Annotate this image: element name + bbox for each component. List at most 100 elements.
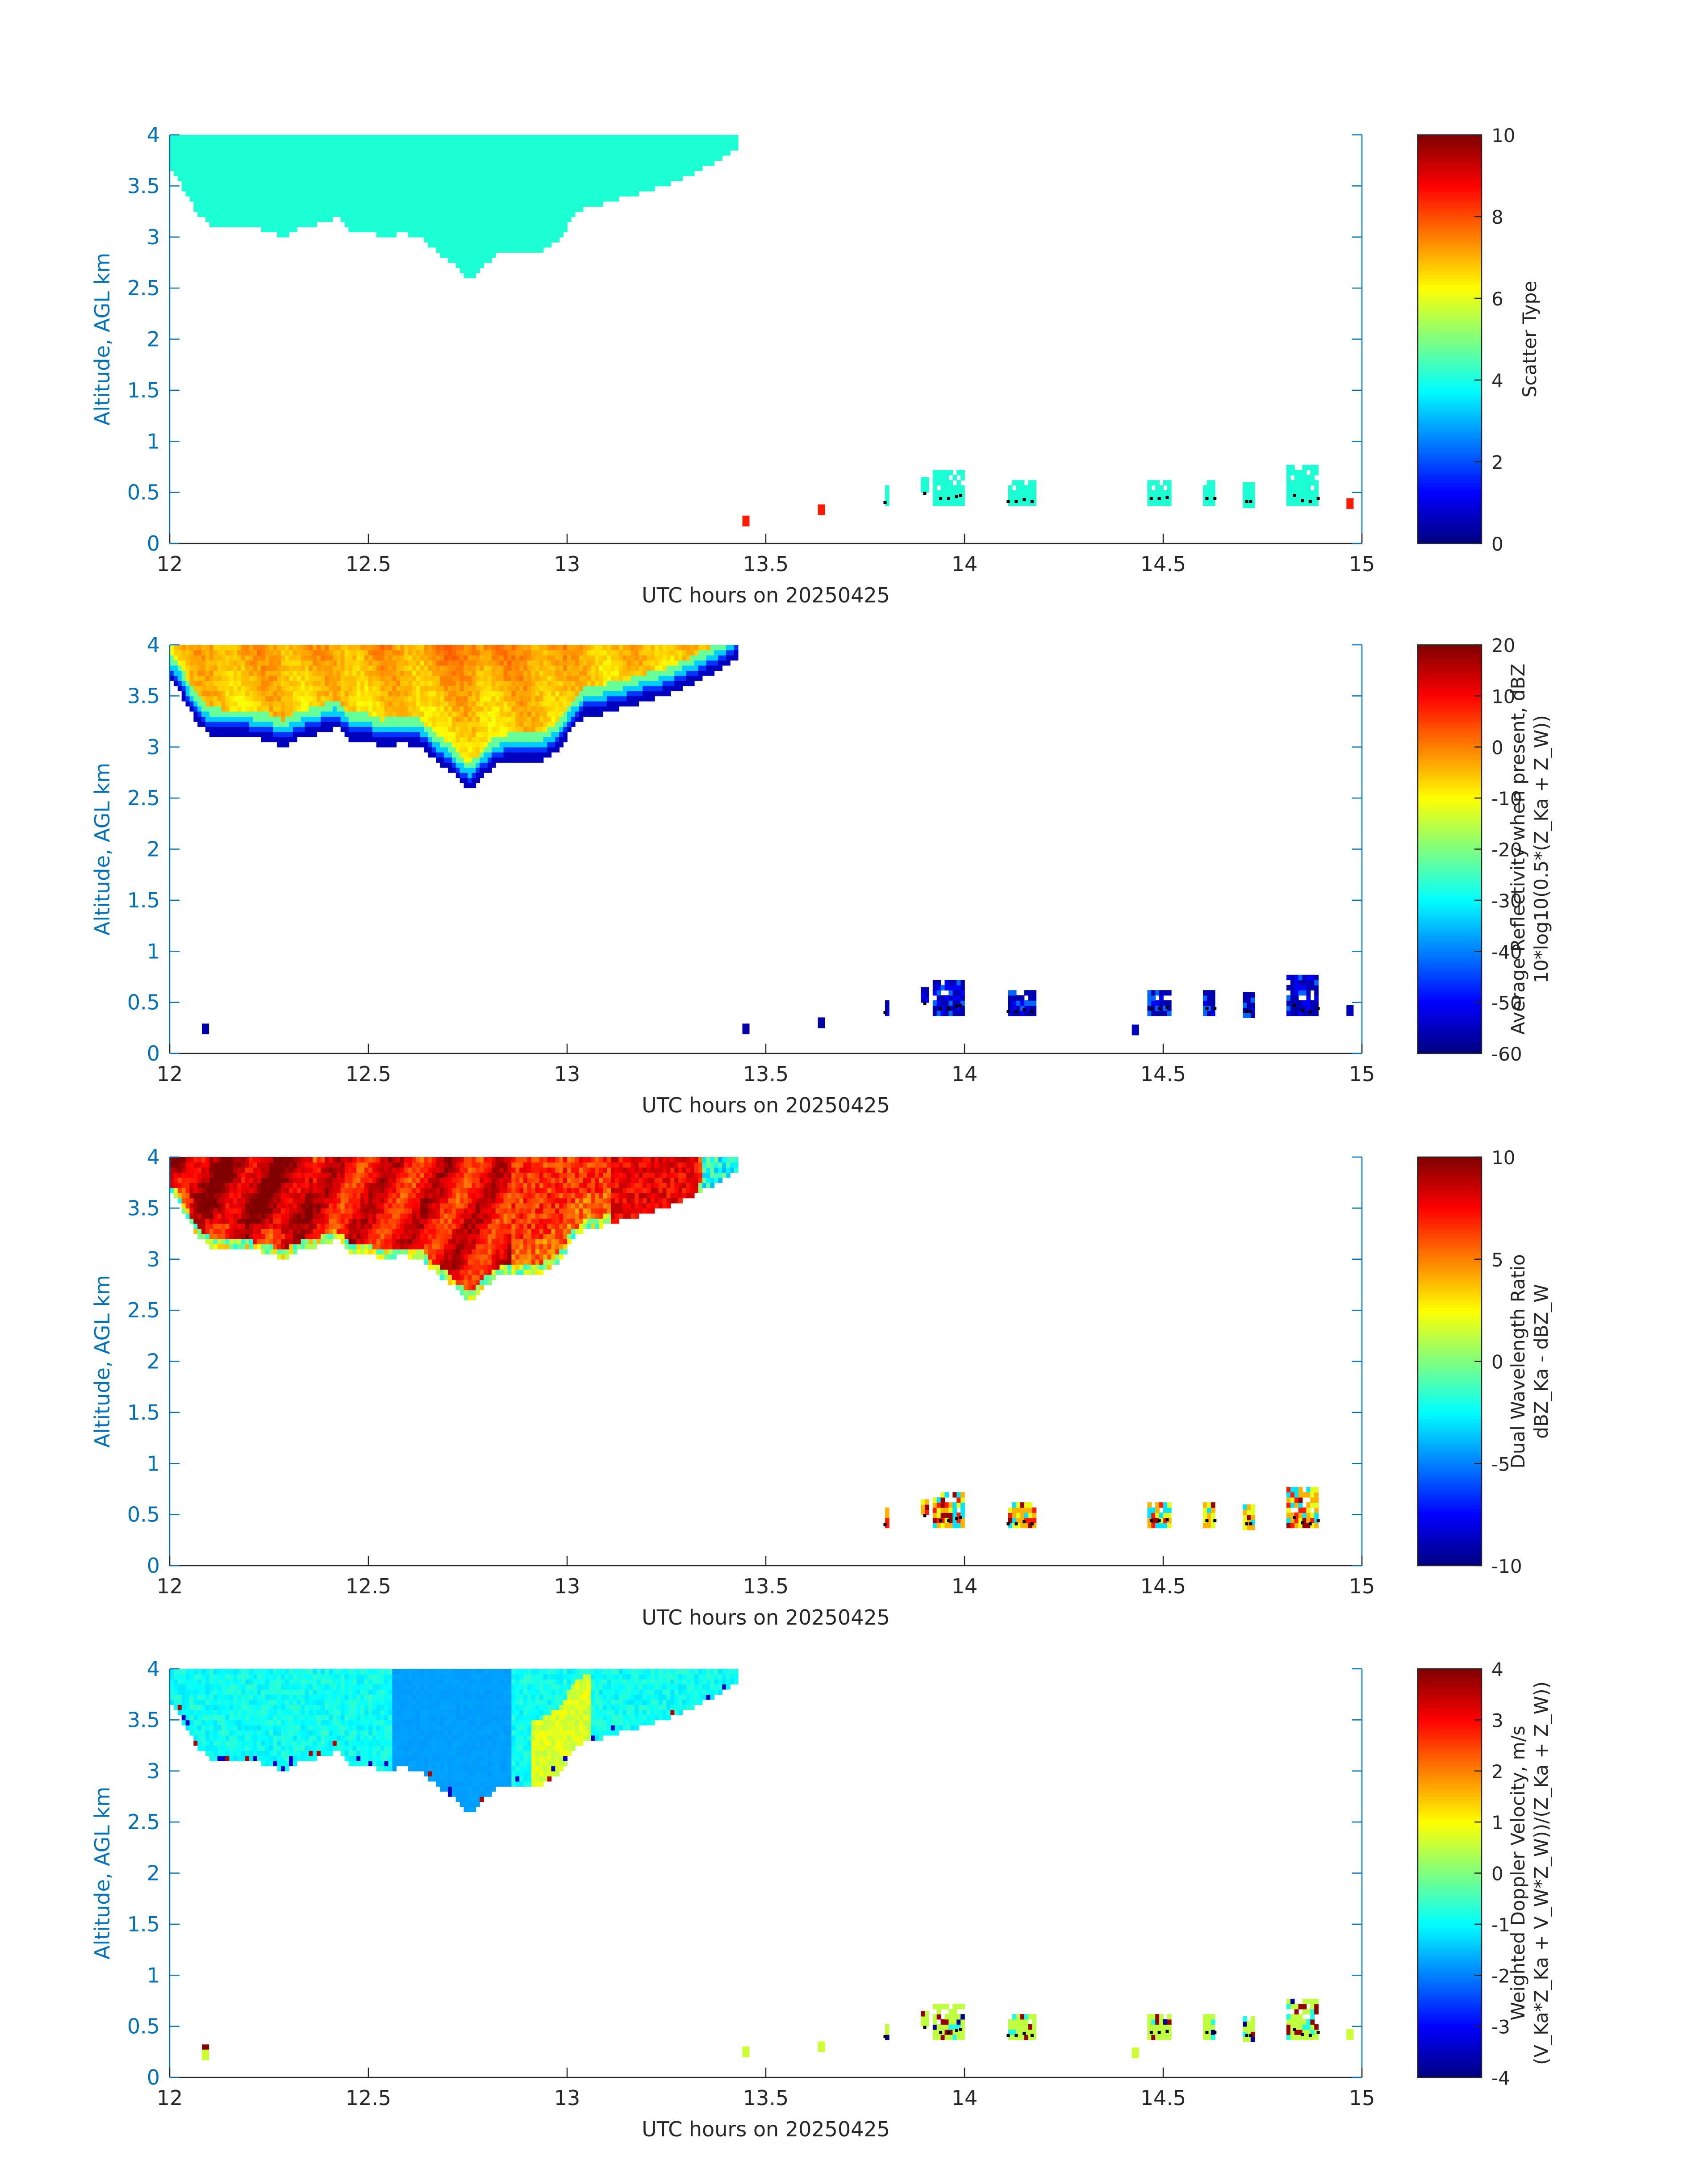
cloud-cell — [702, 155, 707, 161]
cloud-cell — [531, 165, 536, 171]
cloud-cell — [273, 150, 278, 156]
cloud-cell — [352, 140, 357, 146]
cloud-cell — [455, 165, 460, 171]
cloud-cell — [412, 655, 417, 661]
cloud-cell — [285, 171, 289, 176]
cloud-cell — [217, 201, 222, 207]
cloud-cell — [519, 186, 524, 192]
cloud-cell — [654, 140, 659, 146]
cloud-cell — [464, 782, 468, 789]
cloud-cell — [559, 716, 564, 722]
cloud-cell — [444, 762, 448, 768]
cloud-cell — [372, 721, 377, 727]
cloud-cell — [416, 217, 421, 222]
cloud-cell — [332, 140, 337, 146]
cloud-cell — [491, 211, 496, 217]
cloud-cell — [567, 681, 572, 686]
cloud-cell — [424, 727, 429, 732]
cloud-cell — [388, 731, 393, 737]
cloud-cell — [499, 650, 504, 656]
low-cell — [940, 490, 945, 496]
cloud-cell — [296, 217, 301, 222]
cloud-cell — [614, 135, 619, 141]
cloud-cell — [253, 655, 258, 661]
cloud-cell — [329, 696, 333, 702]
cloud-cell — [348, 690, 353, 697]
cloud-cell — [523, 206, 528, 212]
cloud-cell — [173, 665, 178, 671]
cloud-cell — [229, 201, 234, 207]
cloud-cell — [511, 237, 516, 242]
low-cell — [944, 490, 949, 496]
low-cell — [1290, 490, 1295, 496]
cloud-cell — [360, 655, 365, 661]
cloud-cell — [476, 262, 480, 268]
cloud-cell — [559, 135, 564, 141]
cloud-cell — [197, 175, 202, 181]
cloud-cell — [710, 140, 715, 146]
cloud-cell — [424, 201, 429, 207]
cloud-cell — [277, 211, 281, 217]
cloud-cell — [448, 731, 452, 737]
cloud-cell — [193, 191, 198, 197]
cloud-cell — [440, 247, 444, 253]
cloud-cell — [547, 736, 552, 743]
cloud-cell — [233, 681, 238, 686]
cloud-cell — [265, 670, 270, 676]
cloud-cell — [257, 171, 262, 176]
cloud-cell — [444, 665, 448, 671]
cloud-cell — [571, 171, 576, 176]
cloud-cell — [340, 201, 345, 207]
cloud-cell — [507, 175, 512, 181]
cloud-cell — [547, 685, 552, 691]
cloud-cell — [559, 150, 564, 156]
cloud-cell — [451, 747, 456, 752]
cloud-cell — [551, 742, 556, 748]
cloud-cell — [400, 191, 405, 197]
cloud-cell — [527, 175, 532, 181]
cloud-cell — [225, 160, 230, 166]
cloud-cell — [281, 221, 285, 227]
cloud-cell — [424, 221, 429, 227]
cloud-cell — [535, 655, 540, 661]
cloud-cell — [384, 191, 389, 197]
cloud-cell — [440, 221, 444, 227]
low-cell — [1314, 500, 1319, 506]
cloud-cell — [480, 670, 484, 676]
cloud-cell — [313, 217, 317, 222]
cloud-cell — [678, 145, 683, 151]
cloud-cell — [444, 727, 448, 732]
cloud-cell — [448, 226, 452, 233]
cloud-cell — [444, 252, 448, 258]
cloud-cell — [388, 155, 393, 161]
cloud-cell — [583, 135, 588, 141]
cloud-cell — [519, 665, 524, 671]
cloud-cell — [476, 257, 480, 263]
cloud-cell — [281, 135, 285, 141]
cloud-cell — [384, 731, 389, 737]
cloud-cell — [412, 171, 417, 176]
cloud-cell — [193, 660, 198, 666]
cloud-cell — [480, 186, 484, 192]
cloud-cell — [595, 655, 599, 661]
cloud-cell — [368, 690, 373, 697]
black-dot — [1006, 500, 1010, 503]
low-cell — [956, 490, 961, 496]
cloud-cell — [185, 675, 190, 681]
cloud-cell — [189, 660, 194, 666]
cloud-cell — [416, 226, 421, 233]
cloud-cell — [237, 155, 242, 161]
cloud-cell — [344, 696, 349, 702]
colorbar-segment — [1418, 205, 1482, 209]
cloud-cell — [488, 660, 492, 666]
cloud-cell — [610, 196, 615, 202]
low-cell — [1008, 495, 1013, 501]
low-cell — [940, 485, 945, 491]
cloud-cell — [488, 727, 492, 732]
cloud-cell — [455, 716, 460, 722]
cloud-cell — [535, 180, 540, 187]
cloud-cell — [491, 757, 496, 763]
cloud-cell — [484, 145, 488, 151]
cloud-cell — [428, 716, 433, 722]
cloud-cell — [511, 731, 516, 737]
